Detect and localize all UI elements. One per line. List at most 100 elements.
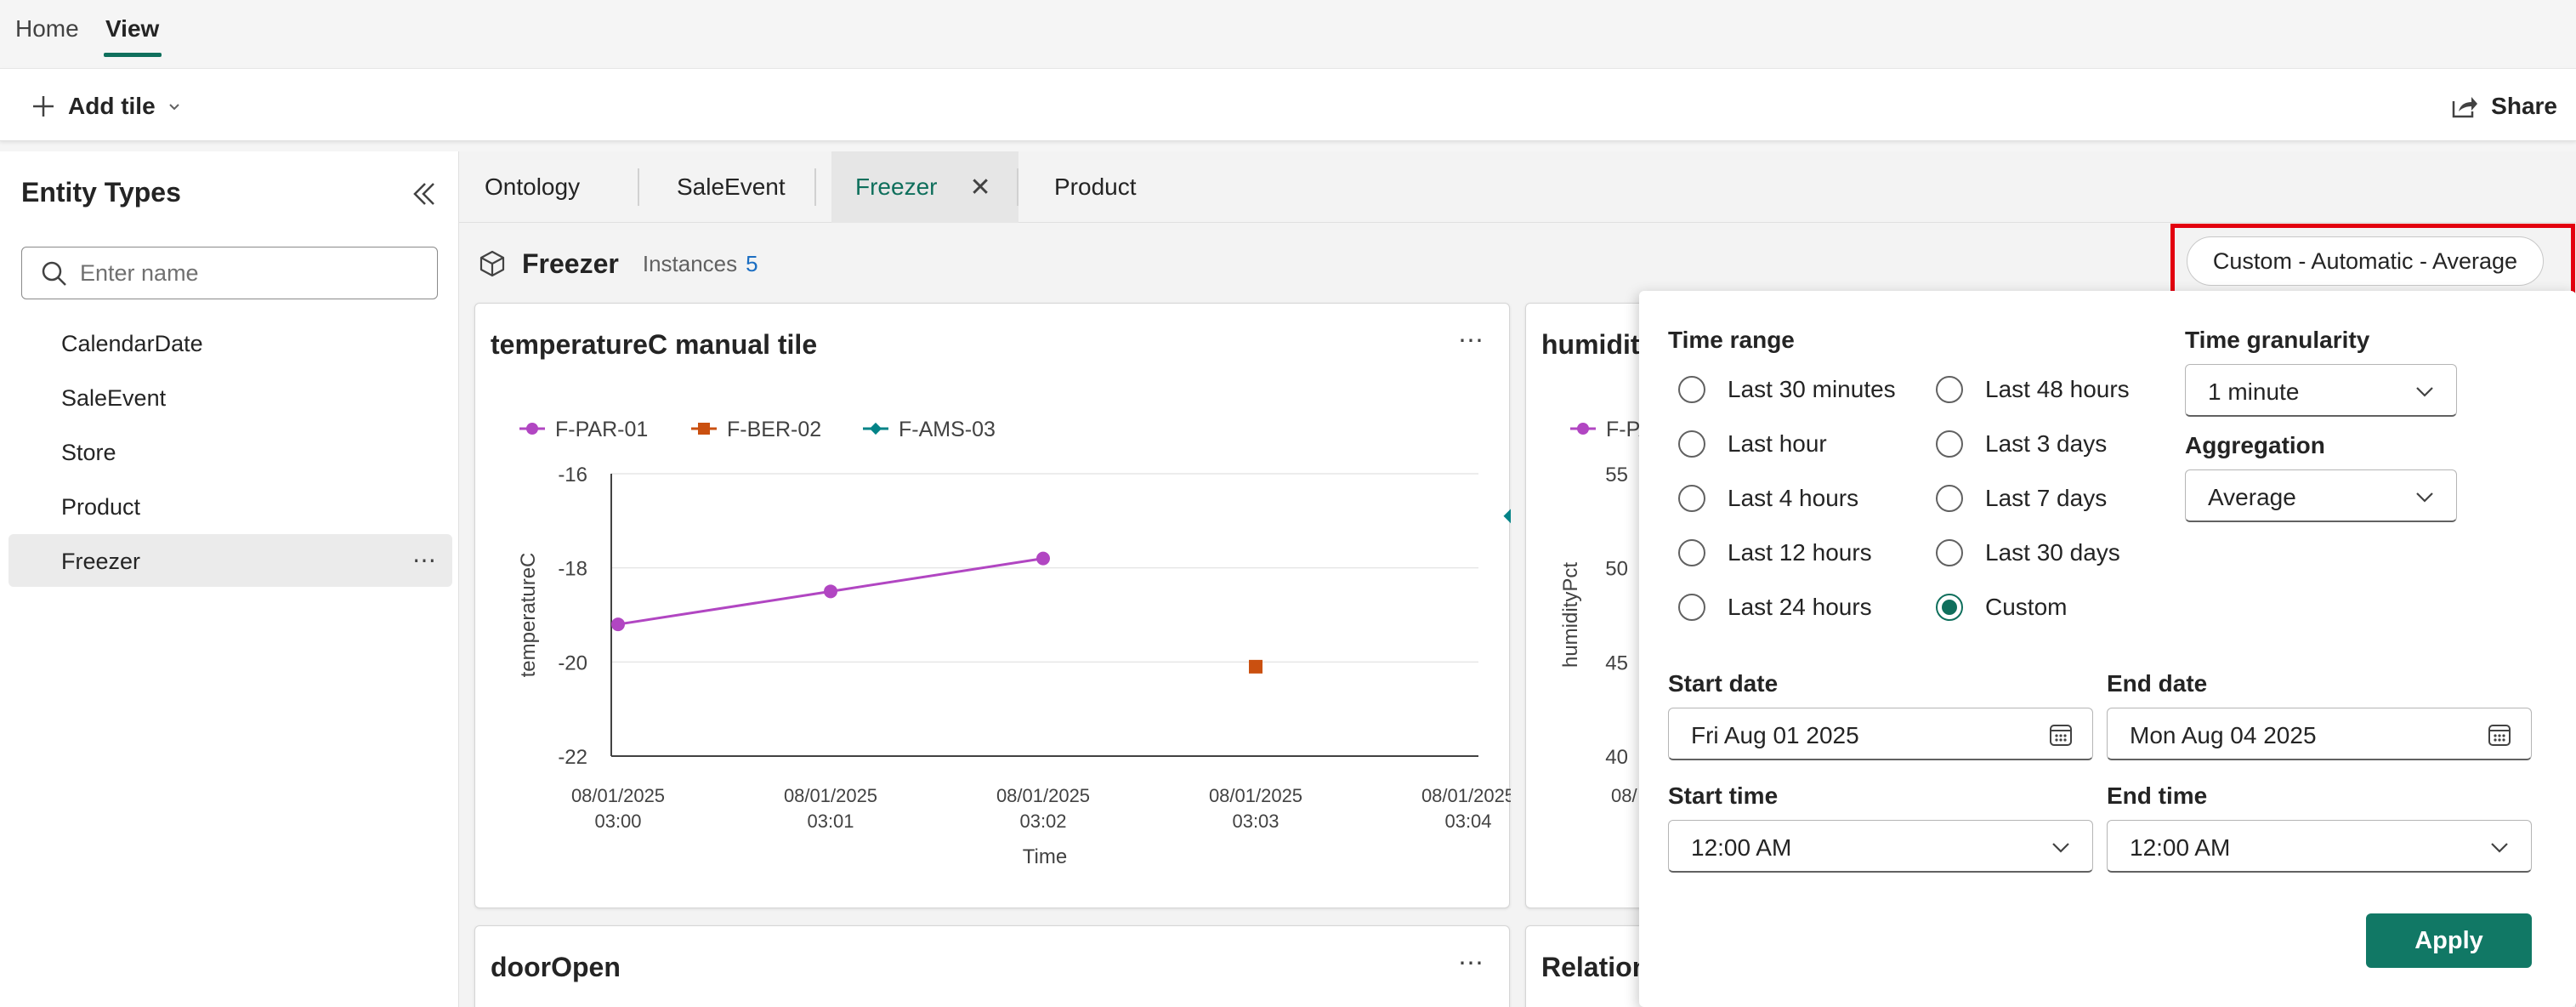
apply-button[interactable]: Apply <box>2366 913 2532 968</box>
time-range-label: Time range <box>1668 327 1795 353</box>
radio-circle <box>1678 485 1705 512</box>
time-granularity-dropdown[interactable]: 1 minute <box>2185 364 2457 417</box>
radio-circle <box>1678 430 1705 458</box>
start-date-picker[interactable]: Fri Aug 01 2025 <box>1668 708 2093 760</box>
active-tab-indicator <box>104 53 162 57</box>
entity-item-label: Freezer <box>61 549 141 574</box>
radio-circle <box>1936 539 1963 566</box>
collapse-panel-icon[interactable] <box>406 177 440 211</box>
start-time-label: Start time <box>1668 782 1779 809</box>
x-tick-label: 03:04 <box>1444 811 1491 832</box>
radio-last-3-days[interactable]: Last 3 days <box>1936 427 2107 461</box>
radio-circle <box>1936 594 1963 621</box>
temperature-tile: temperatureC manual tile ⋯ -16 -18 -20 -22 0… <box>474 303 1511 908</box>
share-label: Share <box>2491 93 2557 119</box>
entity-item-calendardate[interactable]: CalendarDate <box>9 316 452 369</box>
search-icon <box>42 261 66 286</box>
add-tile-button[interactable]: Add tile <box>31 88 181 125</box>
tab-label: Freezer <box>855 174 938 200</box>
calendar-icon[interactable] <box>2487 722 2512 748</box>
start-date-value: Fri Aug 01 2025 <box>1691 722 1859 748</box>
tab-view[interactable]: View <box>105 15 160 42</box>
radio-circle <box>1678 539 1705 566</box>
radio-label: Last 24 hours <box>1728 594 1872 620</box>
legend-entry: F-BER-02 <box>727 418 821 441</box>
more-options-icon[interactable]: ⋯ <box>1458 327 1484 355</box>
y-tick-label: 40 <box>1605 746 1628 769</box>
end-time-dropdown[interactable]: 12:00 AM <box>2107 820 2532 873</box>
aggregation-dropdown[interactable]: Average <box>2185 469 2457 522</box>
tab-saleevent[interactable]: SaleEvent <box>677 151 786 223</box>
data-point <box>1249 659 1262 674</box>
more-options-icon[interactable]: ⋯ <box>412 547 437 573</box>
cube-icon <box>479 250 505 277</box>
x-tick-label: 08/01/2025 <box>1209 785 1302 806</box>
entity-item-saleevent[interactable]: SaleEvent <box>9 371 452 424</box>
calendar-icon[interactable] <box>2048 722 2074 748</box>
time-range-popup: Time range Last 30 minutes Last hour Las… <box>1639 291 2576 1007</box>
radio-last-30-days[interactable]: Last 30 days <box>1936 536 2120 570</box>
radio-last-7-days[interactable]: Last 7 days <box>1936 481 2107 515</box>
close-tab-icon[interactable]: ✕ <box>969 173 991 202</box>
entity-item-label: SaleEvent <box>61 385 167 411</box>
y-tick-label: 50 <box>1605 558 1628 581</box>
radio-last-48-hours[interactable]: Last 48 hours <box>1936 373 2130 407</box>
data-point <box>824 584 837 599</box>
radio-last-12-hours[interactable]: Last 12 hours <box>1678 536 1872 570</box>
y-axis-label: humidityPct <box>1559 562 1582 668</box>
x-tick-label: 03:00 <box>594 811 641 832</box>
radio-label: Last 30 minutes <box>1728 376 1896 402</box>
radio-label: Last 7 days <box>1985 485 2108 511</box>
radio-circle <box>1936 430 1963 458</box>
y-tick-label: -16 <box>558 464 587 486</box>
tab-home[interactable]: Home <box>15 15 79 42</box>
end-time-value: 12:00 AM <box>2130 834 2231 861</box>
radio-custom[interactable]: Custom <box>1936 590 2067 624</box>
tile-title: temperatureC manual tile <box>491 329 818 360</box>
tile-title: doorOpen <box>491 952 621 982</box>
dropdown-value: 1 minute <box>2208 378 2300 405</box>
radio-label: Last 48 hours <box>1985 376 2130 402</box>
entity-item-store[interactable]: Store <box>9 425 452 478</box>
entity-item-freezer[interactable]: Freezer ⋯ <box>9 534 452 587</box>
data-point <box>611 617 625 632</box>
tab-ontology[interactable]: Ontology <box>485 151 580 223</box>
entity-item-label: CalendarDate <box>61 331 203 356</box>
aggregation-label: Aggregation <box>2185 432 2325 458</box>
radio-last-hour[interactable]: Last hour <box>1678 427 1827 461</box>
entity-header: Freezer Instances 5 <box>478 245 758 282</box>
end-date-value: Mon Aug 04 2025 <box>2130 722 2317 748</box>
start-time-dropdown[interactable]: 12:00 AM <box>1668 820 2093 873</box>
chevron-down-icon <box>2052 843 2069 853</box>
legend-entry: F-AMS-03 <box>899 418 996 441</box>
data-point <box>1036 551 1050 566</box>
radio-circle <box>1678 594 1705 621</box>
search-input[interactable] <box>80 256 420 290</box>
time-range-button[interactable]: Custom - Automatic - Average <box>2187 236 2544 286</box>
share-icon <box>2452 97 2478 118</box>
entity-item-product[interactable]: Product <box>9 480 452 532</box>
tab-separator <box>1017 168 1018 206</box>
legend-marker <box>869 422 882 435</box>
y-tick-label: -20 <box>558 651 587 674</box>
chevron-down-icon <box>168 104 179 111</box>
x-tick-label: 08/ <box>1611 785 1637 806</box>
toolbar: Add tile Share <box>0 68 2576 141</box>
radio-label: Last hour <box>1728 430 1827 457</box>
instances-label: Instances <box>642 250 738 276</box>
radio-label: Last 4 hours <box>1728 485 1859 511</box>
radio-last-24-hours[interactable]: Last 24 hours <box>1678 590 1872 624</box>
end-date-picker[interactable]: Mon Aug 04 2025 <box>2107 708 2532 760</box>
share-button[interactable]: Share <box>2450 88 2557 125</box>
legend-marker <box>698 423 710 435</box>
y-tick-label: 45 <box>1605 651 1628 674</box>
entity-item-label: Product <box>61 494 141 520</box>
radio-last-30-minutes[interactable]: Last 30 minutes <box>1678 373 1896 407</box>
instances-count[interactable]: 5 <box>746 250 758 276</box>
entity-name: Freezer <box>522 247 619 279</box>
tab-freezer[interactable]: Freezer ✕ <box>831 151 1018 223</box>
more-options-icon[interactable]: ⋯ <box>1458 949 1484 977</box>
tab-product[interactable]: Product <box>1054 151 1137 223</box>
legend-marker <box>526 423 538 435</box>
radio-last-4-hours[interactable]: Last 4 hours <box>1678 481 1858 515</box>
